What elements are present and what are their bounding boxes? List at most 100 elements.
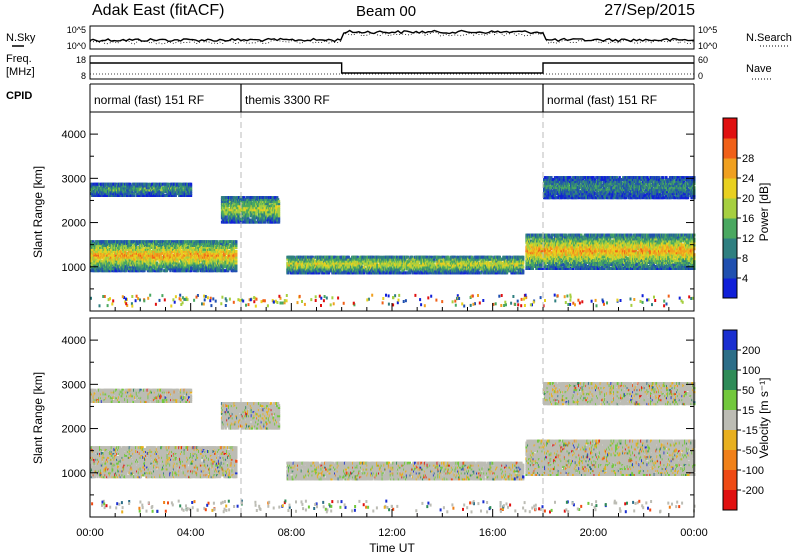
range-gate-cell <box>133 244 136 247</box>
range-gate-cell <box>363 255 367 259</box>
range-gate-cell <box>277 216 281 220</box>
range-gate-cell <box>446 261 449 265</box>
range-gate-cell <box>100 190 104 194</box>
range-gate-cell <box>227 257 230 261</box>
range-gate-cell <box>208 263 211 267</box>
range-gate-cell <box>99 257 102 261</box>
range-gate-cell <box>224 259 227 263</box>
range-gate-cell <box>92 255 96 259</box>
range-gate-cell <box>466 255 469 259</box>
range-gate-cell <box>105 257 108 261</box>
range-gate-cell <box>453 265 456 269</box>
range-gate-cell <box>357 271 360 275</box>
range-gate-cell <box>106 244 109 247</box>
range-gate-cell <box>142 186 145 190</box>
range-gate-cell <box>265 204 268 208</box>
range-gate-cell <box>134 259 137 263</box>
range-gate-cell <box>392 261 395 265</box>
range-gate-cell <box>117 269 120 273</box>
range-gate-cell <box>172 249 176 253</box>
range-gate-cell <box>108 186 111 190</box>
range-gate-cell <box>227 242 230 246</box>
range-gate-cell <box>277 210 281 214</box>
range-gate-cell <box>202 267 205 271</box>
range-gate-cell <box>354 265 358 269</box>
range-gate-cell <box>237 208 240 212</box>
range-gate-cell <box>263 200 266 204</box>
range-gate-cell <box>420 259 423 263</box>
range-gate-cell <box>151 186 154 190</box>
range-gate-cell <box>145 182 149 186</box>
range-gate-cell <box>261 220 264 224</box>
range-gate-cell <box>330 261 333 265</box>
range-gate-cell <box>362 257 366 261</box>
range-gate-cell <box>148 253 151 257</box>
range-gate-cell <box>94 190 97 194</box>
range-gate-cell <box>136 240 139 244</box>
range-gate-cell <box>99 253 102 257</box>
noise-traces <box>89 29 695 45</box>
range-gate-cell <box>368 269 371 273</box>
range-gate-cell <box>269 198 273 202</box>
range-gate-cell <box>181 265 184 269</box>
range-gate-cell <box>179 257 182 261</box>
range-gate-cell <box>348 263 351 267</box>
range-gate-cell <box>225 200 228 204</box>
range-gate-cell <box>131 190 134 194</box>
range-gate-cell <box>462 257 465 261</box>
range-gate-cell <box>152 249 155 253</box>
range-gate-cell <box>255 198 258 202</box>
range-gate-cell <box>96 184 99 188</box>
range-gate-cell <box>459 259 462 263</box>
range-gate-cell <box>174 265 178 269</box>
range-gate-cell <box>231 200 235 204</box>
range-gate-cell <box>354 261 358 265</box>
range-gate-cell <box>387 261 391 265</box>
range-gate-cell <box>190 247 194 251</box>
range-gate-cell <box>183 242 187 246</box>
range-gate-cell <box>188 194 191 197</box>
range-gate-cell <box>411 269 414 273</box>
range-gate-cell <box>459 269 463 273</box>
range-gate-cell <box>141 188 144 192</box>
range-gate-cell <box>267 200 270 204</box>
range-gate-cell <box>230 220 234 224</box>
range-gate-cell <box>291 267 295 271</box>
range-gate-cell <box>318 269 322 273</box>
range-gate-cell <box>158 184 161 188</box>
range-gate-cell <box>170 257 173 261</box>
range-gate-cell <box>250 206 254 210</box>
range-gate-cell <box>103 267 106 271</box>
range-gate-cell <box>90 184 94 188</box>
range-gate-cell <box>140 190 143 194</box>
range-gate-cell <box>269 218 273 222</box>
range-gate-cell <box>235 257 238 261</box>
range-gate-cell <box>168 182 171 186</box>
range-gate-cell <box>177 251 180 255</box>
range-gate-cell <box>151 267 154 271</box>
range-gate-cell <box>185 251 188 255</box>
range-gate-cell <box>418 265 421 269</box>
range-gate-cell <box>259 198 263 202</box>
range-gate-cell <box>468 269 472 273</box>
range-gate-cell <box>182 249 186 253</box>
range-gate-cell <box>136 265 139 269</box>
range-gate-cell <box>431 255 434 259</box>
range-gate-cell <box>396 269 399 273</box>
range-gate-cell <box>190 263 193 267</box>
range-gate-cell <box>91 251 95 255</box>
range-gate-cell <box>235 246 238 249</box>
range-gate-cell <box>197 265 200 269</box>
range-gate-cell <box>201 257 205 261</box>
range-gate-cell <box>127 257 131 261</box>
range-gate-cell <box>414 257 417 261</box>
range-gate-cell <box>406 259 410 263</box>
range-gate-cell <box>299 255 303 259</box>
range-gate-cell <box>305 267 308 271</box>
range-gate-cell <box>255 210 258 214</box>
range-gate-cell <box>212 246 215 249</box>
range-gate-cell <box>298 267 301 271</box>
range-gate-cell <box>183 265 187 269</box>
range-gate-cell <box>229 246 233 249</box>
range-gate-cell <box>148 192 151 196</box>
